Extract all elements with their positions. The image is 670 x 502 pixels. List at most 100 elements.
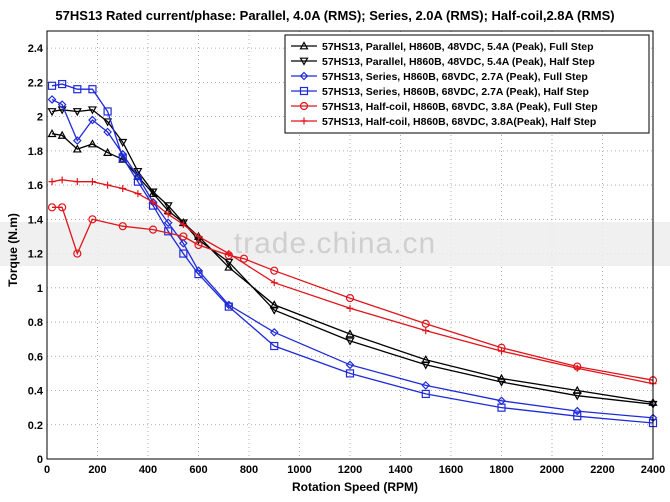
series-line [52, 206, 654, 381]
x-tick-label: 800 [240, 464, 258, 476]
x-tick-label: 0 [44, 464, 50, 476]
data-point [421, 361, 431, 370]
y-tick-label: 0.2 [28, 420, 43, 432]
y-tick-label: 0.6 [28, 351, 43, 363]
legend: 57HS13, Parallel, H860B, 48VDC, 5.4A (Pe… [284, 34, 650, 134]
data-point [72, 144, 82, 153]
data-point [270, 341, 279, 351]
data-point [58, 176, 66, 184]
data-point [573, 364, 581, 372]
legend-entry: 57HS13, Series, H860B, 68VDC, 2.7A (Peak… [291, 71, 588, 83]
legend-label: 57HS13, Parallel, H860B, 48VDC, 5.4A (Pe… [322, 41, 594, 53]
legend-entry: 57HS13, Half-coil, H860B, 68VDC, 3.8A(Pe… [291, 116, 596, 128]
y-tick-label: 2.2 [28, 77, 43, 89]
data-point [88, 178, 96, 186]
watermark-band [0, 222, 670, 266]
data-point [299, 41, 309, 50]
data-point [47, 128, 57, 138]
series-6 [48, 176, 657, 388]
data-point [87, 106, 97, 115]
legend-entry: 57HS13, Parallel, H860B, 48VDC, 5.4A (Pe… [291, 56, 595, 68]
data-point [118, 153, 127, 162]
data-point [299, 86, 309, 96]
y-tick-label: 1 [37, 283, 43, 295]
data-point [73, 178, 81, 186]
data-point [422, 327, 430, 335]
data-point [73, 249, 82, 258]
data-point [163, 218, 173, 228]
data-point [299, 57, 309, 66]
series-line [51, 133, 654, 404]
data-point [103, 127, 112, 137]
data-point [88, 115, 97, 125]
data-point [239, 254, 249, 263]
data-point [47, 95, 57, 104]
series-line [51, 179, 654, 385]
data-point [119, 185, 127, 193]
x-tick-label: 1000 [287, 464, 311, 476]
data-point [47, 81, 57, 90]
data-point [179, 220, 187, 228]
series-group [47, 79, 658, 428]
data-point [72, 136, 82, 145]
y-tick-label: 1.6 [28, 180, 43, 192]
y-tick-label: 0.8 [28, 317, 43, 329]
legend-label: 57HS13, Series, H860B, 68VDC, 2.7A (Peak… [322, 86, 589, 98]
legend-entry: 57HS13, Series, H860B, 68VDC, 2.7A (Peak… [291, 86, 589, 98]
legend-label: 57HS13, Half-coil, H860B, 68VDC, 3.8A(Pe… [322, 116, 596, 128]
data-point [57, 100, 67, 109]
legend-box [284, 34, 650, 134]
x-tick-label: 600 [189, 464, 207, 476]
data-point [179, 238, 188, 248]
data-point [103, 107, 112, 116]
series-line [51, 83, 654, 424]
data-point [163, 202, 173, 211]
data-point [87, 139, 97, 148]
data-point [194, 240, 203, 250]
data-point [498, 347, 505, 355]
series-line [51, 109, 654, 405]
data-point [269, 306, 279, 315]
data-point [572, 406, 582, 416]
data-point [179, 249, 188, 258]
x-tick-label: 2000 [540, 464, 564, 476]
data-point [497, 403, 506, 412]
data-point [118, 138, 128, 148]
data-point [345, 337, 355, 346]
data-point [133, 172, 143, 181]
legend-label: 57HS13, Half-coil, H860B, 68VDC, 3.8A (P… [322, 101, 598, 113]
series-line [51, 98, 654, 419]
data-point [345, 360, 355, 370]
x-tick-label: 1600 [439, 464, 463, 476]
data-point [148, 225, 158, 234]
y-tick-label: 1.8 [28, 146, 43, 158]
data-point [299, 101, 309, 111]
data-point [496, 378, 507, 387]
x-tick-label: 1800 [489, 464, 513, 476]
plot-frame [46, 30, 654, 460]
data-point [421, 389, 430, 399]
data-point [299, 71, 309, 81]
data-point [88, 85, 97, 94]
data-point [149, 198, 157, 206]
watermark: trade.china.cn [0, 222, 670, 266]
x-tick-label: 200 [88, 464, 106, 476]
data-point [48, 178, 56, 186]
data-point [194, 270, 203, 279]
data-point [118, 154, 128, 163]
data-point [572, 392, 582, 401]
x-tick-label: 1400 [388, 464, 412, 476]
data-point [148, 188, 158, 197]
data-point [47, 108, 57, 117]
data-point [573, 412, 582, 421]
data-point [72, 108, 82, 117]
data-point [103, 147, 113, 156]
data-point [345, 293, 355, 303]
data-point [346, 304, 354, 312]
data-point [88, 215, 97, 224]
y-tick-label: 1.2 [28, 249, 43, 261]
data-point [345, 329, 355, 338]
y-tick-label: 2 [37, 112, 43, 124]
legend-entry: 57HS13, Parallel, H860B, 48VDC, 5.4A (Pe… [291, 41, 594, 53]
x-tick-label: 400 [139, 464, 157, 476]
